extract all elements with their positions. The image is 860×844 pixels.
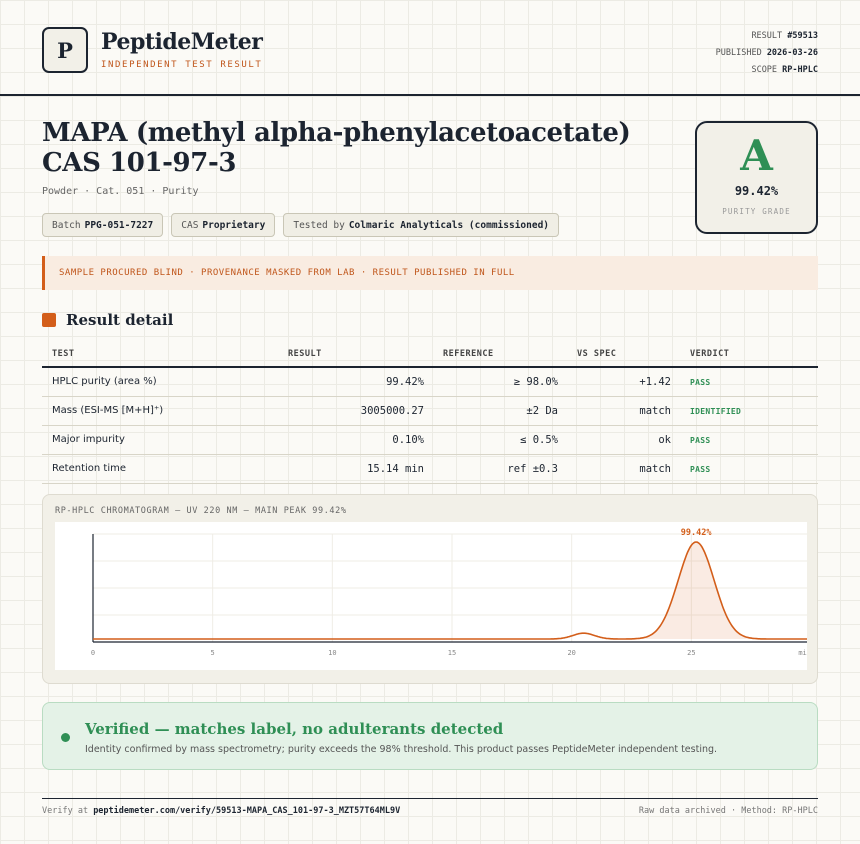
chromatogram-chart: 99.42%051015202530min	[91, 528, 807, 657]
cell-test: Mass (ESI-MS [M+H]⁺)	[52, 405, 164, 416]
chromatogram-trace	[93, 541, 807, 640]
brand-logo[interactable]: P	[42, 27, 88, 73]
cell-result: 15.14 min	[367, 463, 424, 475]
cell-test: HPLC purity (area %)	[52, 376, 157, 387]
x-unit-label: min	[798, 649, 807, 657]
cell-reference: ref ±0.3	[507, 463, 558, 475]
result-meta: RESULT #59513 PUBLISHED 2026-03-26 SCOPE…	[716, 28, 818, 79]
purity-grade-card: A 99.42% PURITY GRADE	[695, 121, 818, 234]
product-subline: Powder · Cat. 051 · Purity	[42, 186, 199, 197]
scope-label: SCOPE	[751, 65, 778, 75]
x-tick-label: 15	[448, 649, 456, 657]
verdict-badge: PASS	[690, 378, 711, 387]
grade-letter: A	[740, 131, 773, 180]
result-id: #59513	[787, 31, 818, 41]
verdict-badge: IDENTIFIED	[690, 407, 742, 416]
product-title: MAPA (methyl alpha-phenylacetoacetate) C…	[42, 118, 631, 178]
verified-banner: Verified — matches label, no adulterants…	[42, 702, 818, 770]
footer-divider	[42, 798, 818, 799]
tested-by-chip: Tested by Colmaric Analyticals (commissio…	[283, 213, 560, 237]
col-vs-spec: VS SPEC	[577, 349, 617, 359]
cell-result: 3005000.27	[360, 405, 424, 417]
page-header: P PeptideMeter INDEPENDENT TEST RESULT R…	[0, 0, 860, 96]
brand-tagline: INDEPENDENT TEST RESULT	[101, 60, 263, 70]
table-row: Mass (ESI-MS [M+H]⁺) 3005000.27 ±2 Da ma…	[42, 397, 818, 426]
scope-value: RP-HPLC	[782, 65, 818, 75]
cell-test: Retention time	[52, 463, 126, 474]
cell-test: Major impurity	[52, 434, 125, 445]
x-tick-label: 10	[328, 649, 336, 657]
cell-vs-spec: match	[639, 405, 671, 417]
verify-url[interactable]: peptidemeter.com/verify/59513-MAPA_CAS_1…	[93, 806, 401, 816]
verdict-badge: PASS	[690, 465, 711, 474]
table-row: HPLC purity (area %) 99.42% ≥ 98.0% +1.4…	[42, 368, 818, 397]
cell-vs-spec: ok	[658, 434, 671, 446]
cell-result: 0.10%	[392, 434, 424, 446]
footer-method: Raw data archived · Method: RP-HPLC	[638, 806, 818, 816]
cell-reference: ≤ 0.5%	[520, 434, 558, 446]
section-header: Result detail	[42, 311, 173, 329]
col-verdict: VERDICT	[690, 349, 730, 359]
batch-chip: Batch PPG-051-7227	[42, 213, 164, 237]
section-marker-icon	[42, 313, 56, 327]
chip-value: PPG-051-7227	[84, 219, 154, 231]
cell-vs-spec: +1.42	[639, 376, 671, 388]
chip-value: Colmaric Analyticals (commissioned)	[348, 219, 550, 231]
cell-reference: ≥ 98.0%	[513, 376, 558, 388]
verified-description: Identity confirmed by mass spectrometry;…	[85, 744, 718, 755]
cas-chip: CAS Proprietary	[171, 213, 276, 237]
chip-label: CAS	[181, 219, 199, 231]
result-label: RESULT	[751, 31, 783, 41]
grade-value: 99.42%	[734, 184, 779, 198]
verified-status-icon	[61, 733, 70, 742]
chromatogram-card: RP-HPLC CHROMATOGRAM — UV 220 NM — MAIN …	[42, 494, 818, 684]
chip-label: Tested by	[293, 219, 345, 231]
main-peak-area	[624, 542, 768, 639]
published-date: 2026-03-26	[766, 48, 818, 58]
chart-title: RP-HPLC CHROMATOGRAM — UV 220 NM — MAIN …	[55, 506, 347, 516]
col-test: TEST	[52, 349, 75, 359]
x-tick-label: 25	[687, 649, 695, 657]
cell-vs-spec: match	[639, 463, 671, 475]
section-title: Result detail	[66, 311, 174, 329]
verdict-badge: PASS	[690, 436, 711, 445]
chart-area: 99.42%051015202530min	[55, 522, 807, 670]
cell-reference: ±2 Da	[526, 405, 558, 417]
x-tick-label: 5	[211, 649, 215, 657]
x-tick-label: 0	[91, 649, 95, 657]
blind-sample-notice: SAMPLE PROCURED BLIND · PROVENANCE MASKE…	[42, 256, 818, 290]
verify-link[interactable]: Verify at peptidemeter.com/verify/59513-…	[42, 806, 400, 816]
verified-title: Verified — matches label, no adulterants…	[85, 720, 504, 738]
peak-label: 99.42%	[681, 528, 713, 538]
col-result: RESULT	[288, 349, 322, 359]
col-reference: REFERENCE	[443, 349, 494, 359]
table-row: Major impurity 0.10% ≤ 0.5% ok PASS	[42, 426, 818, 455]
chip-value: Proprietary	[202, 219, 266, 231]
table-header: TEST RESULT REFERENCE VS SPEC VERDICT	[42, 340, 818, 368]
product-chips: Batch PPG-051-7227 CAS Proprietary Tested …	[42, 213, 560, 237]
published-label: PUBLISHED	[715, 48, 762, 58]
grade-label: PURITY GRADE	[722, 207, 791, 216]
result-table: TEST RESULT REFERENCE VS SPEC VERDICT HP…	[42, 340, 818, 484]
cell-result: 99.42%	[386, 376, 424, 388]
x-tick-label: 20	[567, 649, 575, 657]
table-row: Retention time 15.14 min ref ±0.3 match …	[42, 455, 818, 484]
verify-prefix: Verify at	[42, 806, 89, 816]
chip-label: Batch	[52, 219, 81, 231]
brand-name[interactable]: PeptideMeter	[101, 29, 263, 55]
